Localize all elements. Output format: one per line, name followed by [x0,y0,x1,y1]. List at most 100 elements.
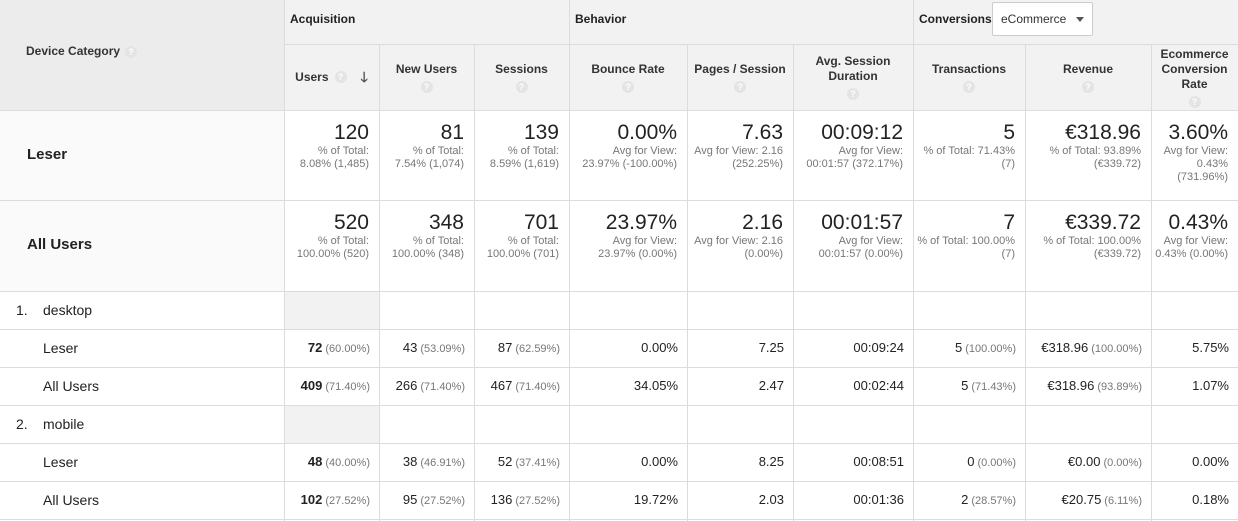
row-metric-cell: €0.00 (0.00%) [1025,454,1142,469]
segment-summary-cell: 348% of Total: 100.00% (348) [379,211,464,261]
row-metric-value: 38 [402,454,418,469]
row-metric-cell: 2.03 [687,492,784,507]
column-header-1[interactable]: New Users? [379,44,474,110]
row-metric-value: €318.96 [1041,340,1089,355]
summary-subtext: % of Total: 8.08% (1,485) [299,145,369,170]
help-icon[interactable]: ? [1082,80,1094,93]
summary-value: 3.60% [1168,121,1228,144]
dimension-column-group-background [284,291,379,329]
segment-summary-cell: 5% of Total: 71.43% (7) [913,121,1015,171]
help-icon[interactable]: ? [847,88,859,100]
summary-value: 00:09:12 [821,121,903,144]
summary-subtext: Avg for View: 2.16 (252.25%) [694,145,783,170]
column-header-0[interactable]: Users? 🡓 [284,44,379,110]
row-metric-cell: 2.47 [687,378,784,393]
column-header-3[interactable]: Bounce Rate? [569,44,687,110]
row-metric-percent: (6.11%) [1104,495,1142,507]
row-metric-percent: (37.41%) [515,457,560,469]
row-metric-value: 409 [300,378,323,393]
help-icon[interactable]: ? [420,80,433,93]
row-metric-value: €318.96 [1047,378,1095,393]
column-header-7[interactable]: Revenue? [1025,44,1151,110]
grid-hline [0,291,1238,292]
conversions-select[interactable]: eCommerce [992,2,1093,36]
help-icon[interactable]: ? [622,80,634,93]
segment-summary-cell: 520% of Total: 100.00% (520) [284,211,369,261]
row-metric-value: 43 [402,340,418,355]
arrow-down-icon[interactable]: 🡓 [360,68,368,85]
summary-value: 120 [333,121,369,144]
segment-label: All Users [27,236,93,253]
row-metric-cell: 00:08:51 [793,454,904,469]
summary-value: 139 [523,121,559,144]
row-metric-value: 87 [497,340,513,355]
row-metric-cell: 8.25 [687,454,784,469]
row-metric-value: 266 [395,378,418,393]
help-icon[interactable]: ? [515,80,528,93]
dimension-header-label: Device Category [26,44,121,58]
column-header-label: Users [295,69,329,84]
row-metric-percent: (0.00%) [1103,457,1142,469]
row-metric-value: 7.25 [758,340,784,355]
column-header-label: Avg. Session Duration [815,54,891,83]
row-metric-cell: 7.25 [687,340,784,355]
summary-subtext: % of Total: 100.00% (520) [296,235,369,260]
help-icon[interactable]: ? [334,71,347,83]
dimension-group-index: 2. [16,416,28,432]
help-icon[interactable]: ? [734,80,746,93]
help-icon[interactable]: ? [963,80,975,93]
row-metric-cell: 19.72% [569,492,678,507]
summary-subtext: Avg for View: 0.43% (0.00%) [1155,235,1228,260]
segment-summary-cell: €339.72% of Total: 100.00% (€339.72) [1025,211,1141,261]
row-metric-value: 2.47 [758,378,784,393]
column-header-8[interactable]: Ecommerce Conversion Rate? [1151,44,1238,110]
column-header-2[interactable]: Sessions? [474,44,569,110]
grid-vline [284,0,285,521]
dimension-group-link[interactable]: mobile [43,416,85,432]
row-metric-percent: (60.00%) [325,343,370,355]
summary-subtext: % of Total: 100.00% (7) [917,235,1015,260]
segment-summary-cell: 23.97% Avg for View: 23.97% (0.00%) [569,211,677,261]
row-metric-cell: €20.75 (6.11%) [1025,492,1142,507]
row-metric-value: 5.75% [1192,340,1229,355]
dimension-group-link[interactable]: desktop [43,302,93,318]
column-header-label: Sessions [495,61,548,76]
summary-subtext: % of Total: 8.59% (1,619) [489,145,559,170]
row-metric-percent: (40.00%) [325,457,370,469]
row-metric-cell: 95 (27.52%) [379,492,465,507]
summary-value: 2.16 [742,211,783,234]
segment-summary-cell: 00:09:12 Avg for View: 00:01:57 (372.17%) [793,121,903,171]
grid-vline [569,0,570,521]
row-metric-value: 0.00% [1192,454,1229,469]
row-metric-value: 72 [307,340,323,355]
segment-summary-cell: 0.43% Avg for View: 0.43% (0.00%) [1151,211,1228,261]
row-metric-percent: (62.59%) [515,343,560,355]
row-metric-cell: 38 (46.91%) [379,454,465,469]
row-metric-cell: 0.18% [1151,492,1229,507]
row-metric-value: 467 [490,378,513,393]
summary-subtext: % of Total: 100.00% (701) [486,235,559,260]
grid-vline [1025,44,1026,521]
row-metric-cell: 43 (53.09%) [379,340,465,355]
dimension-header[interactable]: Device Category? [26,44,138,58]
column-header-4[interactable]: Pages / Session? [687,44,793,110]
summary-value: 0.00% [617,121,677,144]
row-metric-cell: 87 (62.59%) [474,340,560,355]
column-header-6[interactable]: Transactions? [913,44,1025,110]
summary-value: 5 [1003,121,1015,144]
segment-summary-cell: 701% of Total: 100.00% (701) [474,211,559,261]
summary-value: 0.43% [1168,211,1228,234]
row-metric-cell: 2 (28.57%) [913,492,1016,507]
row-metric-value: 95 [402,492,418,507]
summary-value: 520 [333,211,369,234]
summary-subtext: % of Total: 7.54% (1,074) [394,145,464,170]
column-header-5[interactable]: Avg. Session Duration? [793,44,913,110]
row-metric-cell: 409 (71.40%) [284,378,370,393]
column-header-label: Transactions [931,61,1007,76]
help-icon[interactable]: ? [125,45,138,58]
row-metric-value: 00:02:44 [853,378,904,393]
help-icon[interactable]: ? [1188,95,1201,108]
row-metric-cell: €318.96 (100.00%) [1025,340,1142,355]
grid-vline [474,44,475,521]
row-metric-percent: (53.09%) [420,343,465,355]
